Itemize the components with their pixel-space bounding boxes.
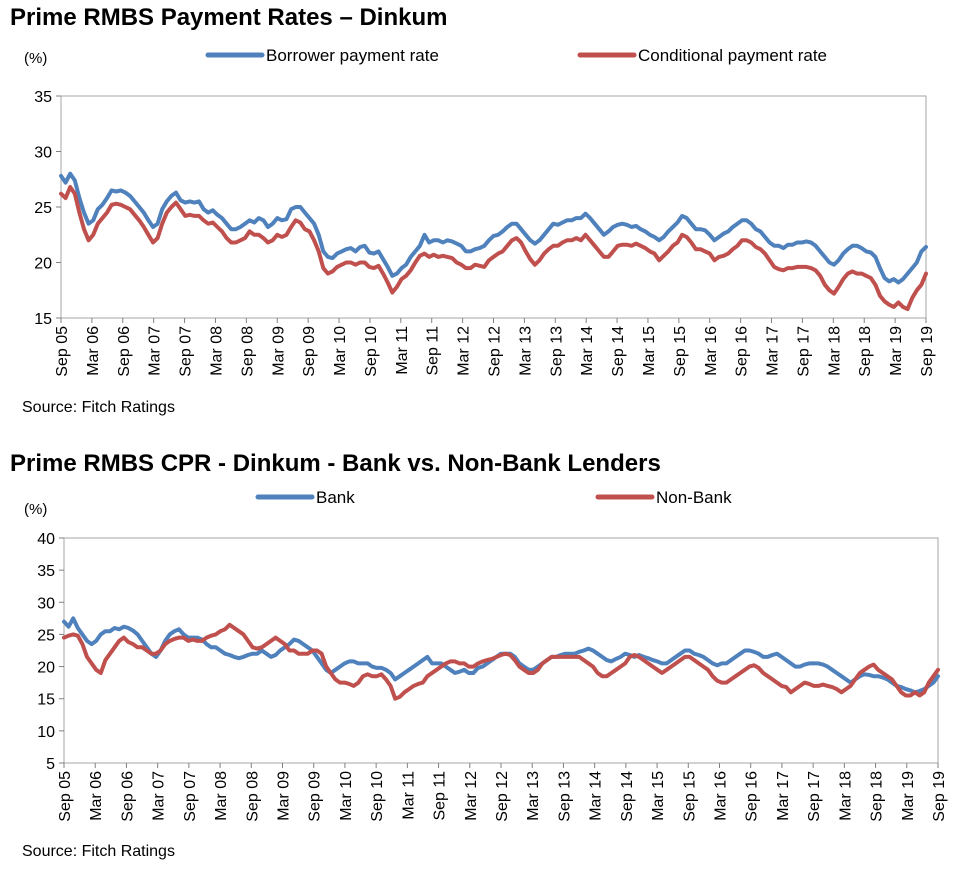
y-tick-label: 25 (37, 627, 55, 644)
x-tick-label: Sep 07 (182, 771, 199, 822)
x-tick-label: Mar 15 (650, 771, 667, 821)
series-line-non-bank (62, 622, 940, 701)
x-tick-label: Sep 09 (307, 771, 324, 822)
chart-canvas: (%) 5 10 15 20 25 30 35 40 Sep 05 Mar 06 Sep 06 Mar … (24, 488, 948, 822)
series-line-borrower-payment-rate (59, 171, 928, 285)
x-tick-label: Mar 06 (85, 326, 102, 376)
x-tick-label: Sep 14 (610, 326, 627, 377)
chart-source: Source: Fitch Ratings (22, 843, 175, 860)
x-tick-label: Mar 09 (276, 771, 293, 821)
x-tick-label: Sep 16 (744, 771, 761, 822)
x-tick-label: Mar 07 (151, 771, 168, 821)
x-tick-label: Mar 06 (88, 771, 105, 821)
x-tick-label: Mar 12 (456, 326, 473, 376)
y-tick-label: 25 (34, 200, 52, 217)
x-tick-label: Mar 12 (463, 771, 480, 821)
x-tick-label: Mar 14 (579, 326, 596, 376)
x-tick-label: Sep 17 (806, 771, 823, 822)
x-tick-label: Sep 05 (57, 771, 74, 822)
x-tick-label: Sep 15 (681, 771, 698, 822)
x-tick-label: Mar 13 (525, 771, 542, 821)
y-tick-label: 35 (37, 563, 55, 580)
y-axis-label: (%) (24, 501, 47, 518)
x-tick-label: Mar 16 (713, 771, 730, 821)
x-tick-label: Sep 08 (239, 326, 256, 377)
x-tick-label: Mar 17 (765, 326, 782, 376)
x-tick-label: Mar 17 (775, 771, 792, 821)
x-tick-label: Mar 11 (394, 326, 411, 375)
y-tick-label: 30 (34, 145, 52, 162)
x-tick-label: Mar 18 (837, 771, 854, 821)
x-tick-label: Sep 07 (178, 326, 195, 377)
x-tick-label: Mar 13 (517, 326, 534, 376)
x-tick-label: Mar 08 (208, 326, 225, 376)
x-tick-label: Mar 11 (400, 771, 417, 820)
x-tick-label: Mar 08 (213, 771, 230, 821)
chart-title: Prime RMBS Payment Rates – Dinkum (10, 4, 448, 31)
legend-label-bank: Bank (316, 488, 355, 507)
y-tick-label: 20 (37, 660, 55, 677)
plot-area (63, 537, 939, 764)
x-tick-label: Sep 11 (425, 326, 442, 376)
x-tick-label: Mar 09 (270, 326, 287, 376)
x-tick-label: Mar 07 (147, 326, 164, 376)
x-tick-label: Mar 15 (641, 326, 658, 376)
series-line-conditional-payment-rate (59, 185, 928, 312)
x-tick-label: Sep 10 (369, 771, 386, 822)
x-tick-label: Sep 17 (795, 326, 812, 377)
y-tick-label: 15 (34, 311, 52, 328)
x-tick-label: Sep 18 (857, 326, 874, 377)
y-tick-label: 30 (37, 595, 55, 612)
x-tick-label: Mar 19 (900, 771, 917, 821)
x-tick-label: Sep 12 (494, 771, 511, 822)
x-tick-label: Sep 19 (919, 326, 936, 377)
x-tick-label: Sep 14 (619, 771, 636, 822)
y-tick-label: 40 (37, 531, 55, 548)
x-tick-label: Mar 10 (332, 326, 349, 376)
y-tick-label: 15 (37, 692, 55, 709)
legend-label-conditional-payment-rate: Conditional payment rate (638, 46, 827, 65)
x-tick-label: Sep 10 (363, 326, 380, 377)
y-tick-label: 5 (46, 756, 55, 773)
x-tick-label: Sep 18 (869, 771, 886, 822)
x-tick-label: Sep 13 (556, 771, 573, 822)
chart-panel-payment-rates: Prime RMBS Payment Rates – Dinkum (%) 15 2… (0, 0, 964, 430)
plot-area (60, 95, 927, 319)
y-tick-label: 10 (37, 724, 55, 741)
y-axis-label: (%) (24, 50, 47, 67)
x-tick-label: Sep 13 (548, 326, 565, 377)
x-tick-label: Sep 16 (734, 326, 751, 377)
x-tick-label: Sep 11 (432, 771, 449, 821)
y-tick-label: 20 (34, 256, 52, 273)
x-tick-label: Sep 06 (119, 771, 136, 822)
x-tick-label: Sep 12 (487, 326, 504, 377)
y-tick-label: 35 (34, 89, 52, 106)
x-tick-label: Sep 08 (244, 771, 261, 822)
x-tick-label: Sep 09 (301, 326, 318, 377)
legend-label-non-bank: Non-Bank (656, 488, 732, 507)
x-tick-label: Sep 05 (54, 326, 71, 377)
x-tick-label: Sep 19 (931, 771, 948, 822)
chart-panel-cpr-bank-nonbank: Prime RMBS CPR - Dinkum - Bank vs. Non-B… (0, 440, 964, 878)
x-tick-label: Mar 19 (888, 326, 905, 376)
x-tick-label: Mar 18 (826, 326, 843, 376)
chart-source: Source: Fitch Ratings (22, 399, 175, 416)
legend-label-borrower-payment-rate: Borrower payment rate (266, 46, 439, 65)
x-tick-label: Sep 15 (672, 326, 689, 377)
x-tick-label: Mar 16 (703, 326, 720, 376)
chart-title: Prime RMBS CPR - Dinkum - Bank vs. Non-B… (10, 450, 661, 477)
x-tick-label: Mar 10 (338, 771, 355, 821)
x-tick-label: Mar 14 (588, 771, 605, 821)
x-tick-label: Sep 06 (116, 326, 133, 377)
chart-canvas: (%) 15 20 25 30 35 Sep 05 Mar 06 Sep 06 Mar 07 Sep… (24, 46, 936, 377)
